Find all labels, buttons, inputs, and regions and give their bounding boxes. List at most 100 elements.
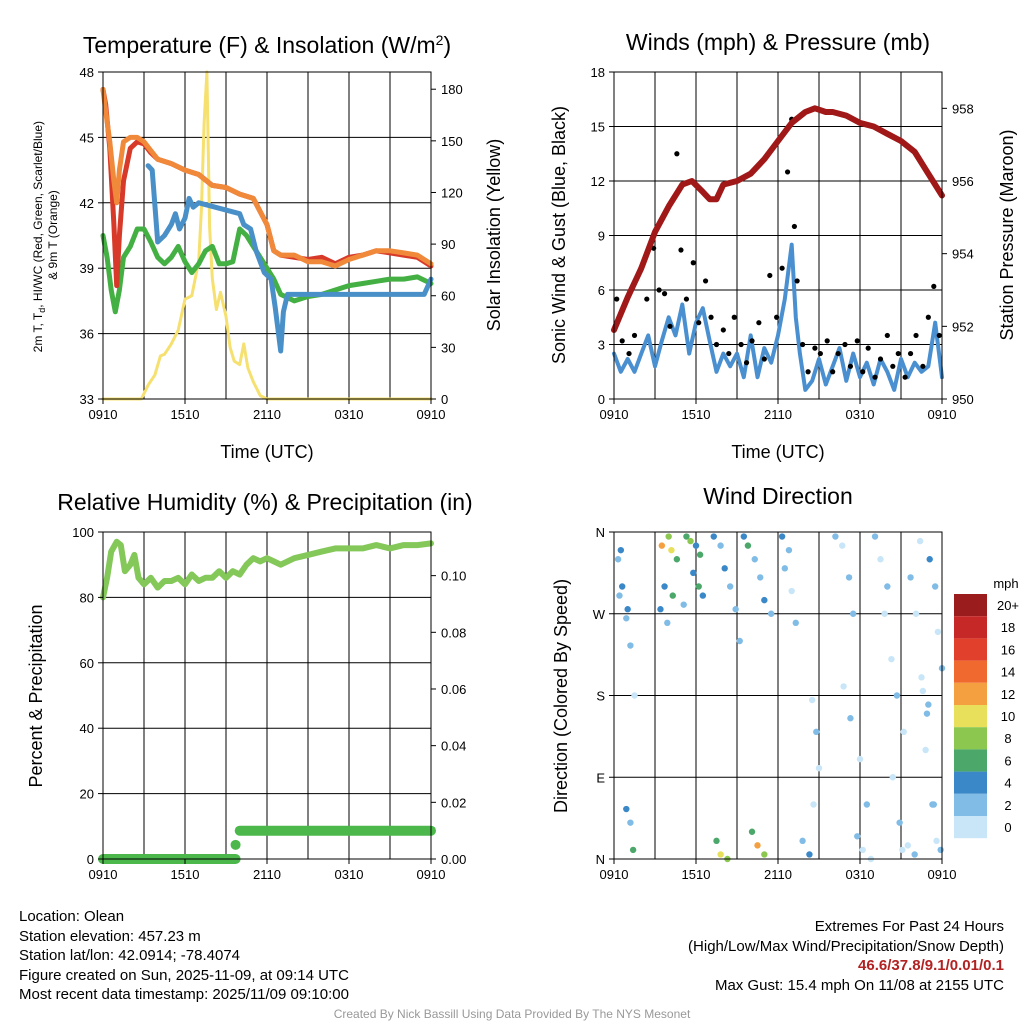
colorbar-swatch	[954, 616, 987, 639]
direction-point	[614, 556, 622, 563]
direction-point	[923, 710, 931, 717]
gust-point	[631, 332, 638, 339]
direction-point	[699, 592, 707, 599]
direction-point	[627, 642, 634, 649]
series-solar	[101, 70, 433, 401]
direction-point	[617, 546, 625, 554]
gust-point	[824, 338, 830, 344]
x-tick-label: 1510	[171, 407, 200, 422]
gust-point	[920, 363, 926, 369]
direction-point	[815, 764, 823, 772]
gust-point	[656, 287, 662, 293]
gust-point	[779, 265, 785, 271]
gust-point	[678, 247, 684, 253]
gust-point	[812, 345, 818, 351]
colorbar-swatch	[954, 793, 987, 816]
station-location: Location: Olean	[19, 908, 125, 925]
direction-point	[930, 801, 937, 808]
y-tick-label: 45	[80, 130, 94, 145]
gust-point	[854, 338, 860, 344]
y-tick-label: 42	[80, 196, 94, 211]
gust-point	[865, 345, 871, 351]
series-hi-wc	[145, 163, 434, 354]
direction-point	[761, 596, 768, 604]
y-tick-label: 33	[80, 392, 94, 407]
colorbar-tick-label: 20+	[997, 598, 1019, 613]
direction-point	[740, 533, 748, 540]
direction-point	[726, 583, 734, 590]
direction-point	[907, 574, 914, 581]
gust-point	[626, 350, 632, 357]
solar-ylabel: Solar Insolation (Yellow)	[484, 139, 504, 331]
series-9m-t	[100, 86, 434, 269]
direction-point	[619, 583, 626, 590]
direction-point	[736, 637, 743, 645]
y2-tick-label: 60	[441, 289, 455, 304]
colorbar-swatch	[954, 749, 987, 772]
direction-point	[840, 683, 847, 690]
x-tick-label: 2110	[764, 407, 792, 422]
y2-tick-label: 956	[952, 174, 974, 189]
y-tick-label: 15	[591, 120, 605, 135]
y-tick-label: 36	[80, 327, 94, 342]
gust-point	[743, 360, 750, 366]
colorbar-swatch	[954, 594, 987, 617]
direction-point	[661, 583, 668, 590]
direction-point	[629, 846, 637, 854]
direction-point	[918, 674, 925, 681]
x-tick-label: 0310	[335, 407, 364, 422]
y2-tick-label: 120	[441, 185, 463, 200]
direction-point	[806, 851, 813, 858]
y-tick-label: 0	[87, 852, 94, 867]
gust-point	[860, 369, 866, 375]
gust-point	[784, 169, 791, 175]
direction-point	[808, 696, 816, 704]
x-tick-label: 0910	[600, 407, 629, 422]
gust-point	[667, 323, 673, 329]
y2-tick-label: 180	[441, 82, 463, 97]
colorbar-tick-label: 8	[1004, 731, 1011, 746]
direction-point	[933, 837, 940, 845]
y-tick-label: 9	[598, 229, 605, 244]
colorbar-tick-label: 6	[1004, 753, 1011, 768]
y-tick-label: W	[593, 607, 606, 622]
winds-xlabel: Time (UTC)	[731, 442, 824, 462]
gust-point	[696, 320, 702, 326]
y2-tick-label: 0.08	[441, 625, 466, 640]
x-tick-label: 0310	[335, 867, 364, 882]
colorbar-tick-label: 10	[1001, 709, 1015, 724]
station-info: Location: Olean Station elevation: 457.2…	[19, 907, 349, 1005]
direction-point	[683, 533, 690, 540]
direction-point	[757, 574, 764, 581]
colorbar-swatch	[954, 705, 987, 728]
y-tick-label: N	[596, 852, 605, 867]
gust-point	[842, 341, 848, 348]
direction-point	[845, 574, 853, 581]
direction-point	[710, 533, 717, 540]
direction-point	[900, 728, 907, 736]
gust-point	[761, 356, 767, 362]
winds-panel-title: Winds (mph) & Pressure (mb)	[626, 29, 930, 55]
y2-tick-label: 0.10	[441, 569, 466, 584]
direction-point	[781, 565, 789, 572]
temperature-ylabel: 2m T, Td, HI/WC (Red, Green, Scarlet/Blu…	[31, 118, 60, 353]
gust-point	[726, 350, 732, 357]
humidity-ylabel: Percent & Precipitation	[26, 604, 46, 787]
gust-point	[925, 314, 931, 320]
pressure-ylabel: Station Pressure (Maroon)	[997, 129, 1017, 340]
extremes-values: 46.6/37.8/9.1/0.01/0.1	[858, 957, 1004, 974]
direction-point	[744, 542, 752, 549]
colorbar-swatch	[954, 771, 987, 794]
direction-point	[761, 851, 768, 858]
y-tick-label: S	[596, 689, 605, 704]
gust-point	[800, 341, 806, 348]
y2-tick-label: 30	[441, 340, 455, 355]
direction-point	[889, 774, 896, 781]
humidity-panel-title: Relative Humidity (%) & Precipitation (i…	[57, 489, 472, 515]
gust-point	[931, 283, 937, 289]
y2-tick-label: 950	[952, 392, 974, 407]
direction-point	[810, 801, 817, 808]
x-tick-label: 1510	[682, 867, 711, 882]
gust-point	[884, 332, 890, 339]
station-elevation: Station elevation: 457.23 m	[19, 927, 201, 945]
